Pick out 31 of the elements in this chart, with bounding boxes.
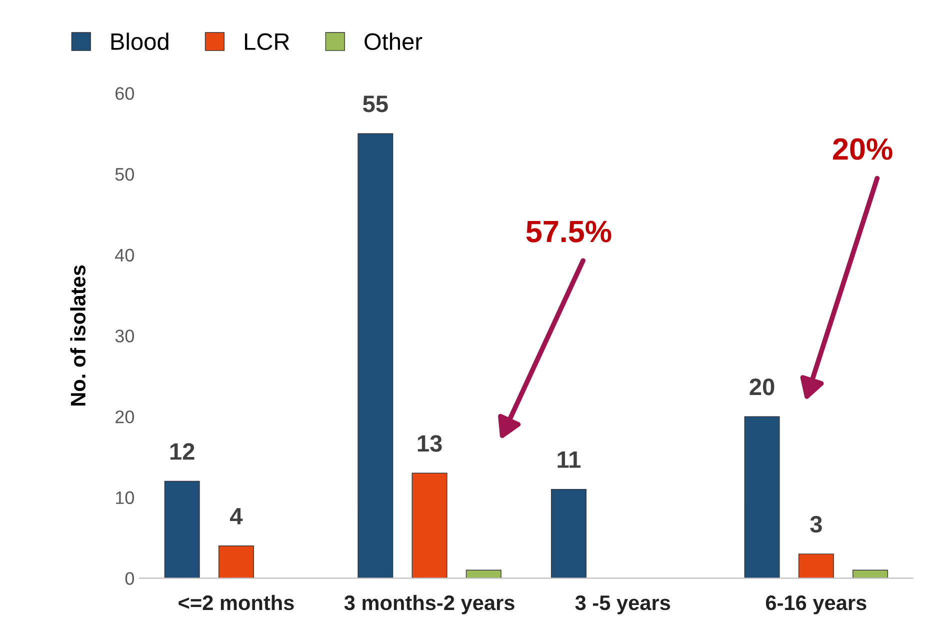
annotation: 20% (833, 138, 892, 160)
data-label: 12 (170, 443, 194, 460)
y-tick-label: 30 (115, 330, 134, 342)
bar (164, 480, 200, 578)
y-axis-title: No. of isolates (70, 265, 86, 406)
x-tick-label: 3 months-2 years (344, 594, 514, 614)
x-tick-label: 3 -5 years (575, 595, 670, 614)
bar (218, 546, 254, 578)
data-label: 20 (750, 378, 774, 396)
legend-label: Blood (111, 32, 168, 50)
data-label: 4 (230, 508, 243, 524)
data-label: 11 (558, 451, 581, 468)
data-label: 55 (363, 96, 388, 112)
bar (550, 488, 586, 578)
bar (744, 416, 780, 578)
x-tick-label: 6-16 years (766, 595, 866, 614)
data-label: 3 (810, 516, 822, 533)
data-label: 13 (418, 435, 442, 452)
y-tick-label: 50 (115, 168, 134, 181)
annotation: 57.5% (526, 220, 612, 242)
y-tick-label: 10 (116, 491, 134, 504)
x-tick-label: <=2 months (178, 594, 294, 610)
bar (798, 554, 834, 578)
bar (358, 133, 394, 578)
y-tick-label: 60 (116, 87, 134, 100)
y-tick-label: 20 (116, 410, 134, 424)
legend-label: LCR (244, 33, 290, 50)
y-tick-label: 40 (115, 248, 134, 262)
bar (412, 472, 448, 578)
legend-label: Other (364, 32, 422, 50)
y-tick-label: 0 (125, 572, 134, 585)
